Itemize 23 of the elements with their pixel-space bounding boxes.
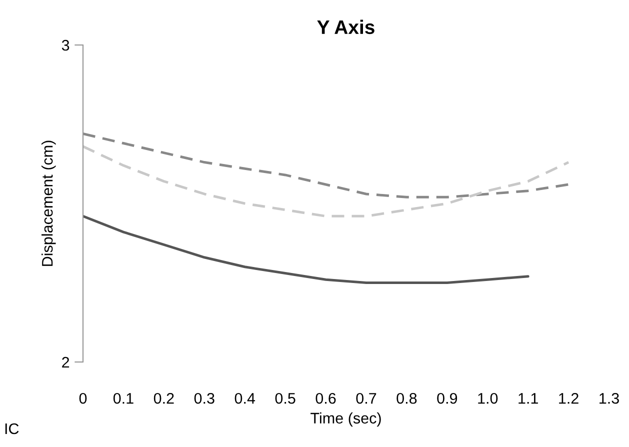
x-tick-label: 1.3 bbox=[600, 392, 619, 404]
y-axis-title: Displacement (cm) bbox=[42, 140, 56, 266]
x-tick-label: 0.5 bbox=[275, 392, 296, 404]
line-series bbox=[83, 145, 570, 218]
y-tick-label: 3 bbox=[62, 40, 70, 51]
x-tick-label: 0.7 bbox=[356, 392, 376, 404]
line-series bbox=[83, 214, 530, 284]
x-tick-label: 0.8 bbox=[396, 392, 417, 404]
x-tick-label: 0.4 bbox=[234, 392, 256, 404]
text: IC bbox=[5, 423, 19, 434]
x-tick-label: 0.2 bbox=[154, 392, 174, 404]
x-tick-label: 0.6 bbox=[316, 392, 336, 404]
y-tick-label: 2 bbox=[62, 356, 70, 368]
x-tick-label: 0.3 bbox=[194, 392, 214, 404]
x-tick-label: 1.1 bbox=[518, 393, 538, 404]
x-tick-label: 1.0 bbox=[478, 392, 498, 404]
x-tick-label: 0 bbox=[79, 392, 87, 404]
x-tick-label: 0.1 bbox=[113, 392, 134, 404]
chart-title: Y Axis bbox=[317, 20, 374, 34]
line-series bbox=[83, 132, 570, 198]
x-axis-title: Time (sec) bbox=[310, 412, 381, 427]
x-tick-label: 1.2 bbox=[559, 392, 578, 404]
x-tick-label: 0.9 bbox=[437, 392, 458, 404]
